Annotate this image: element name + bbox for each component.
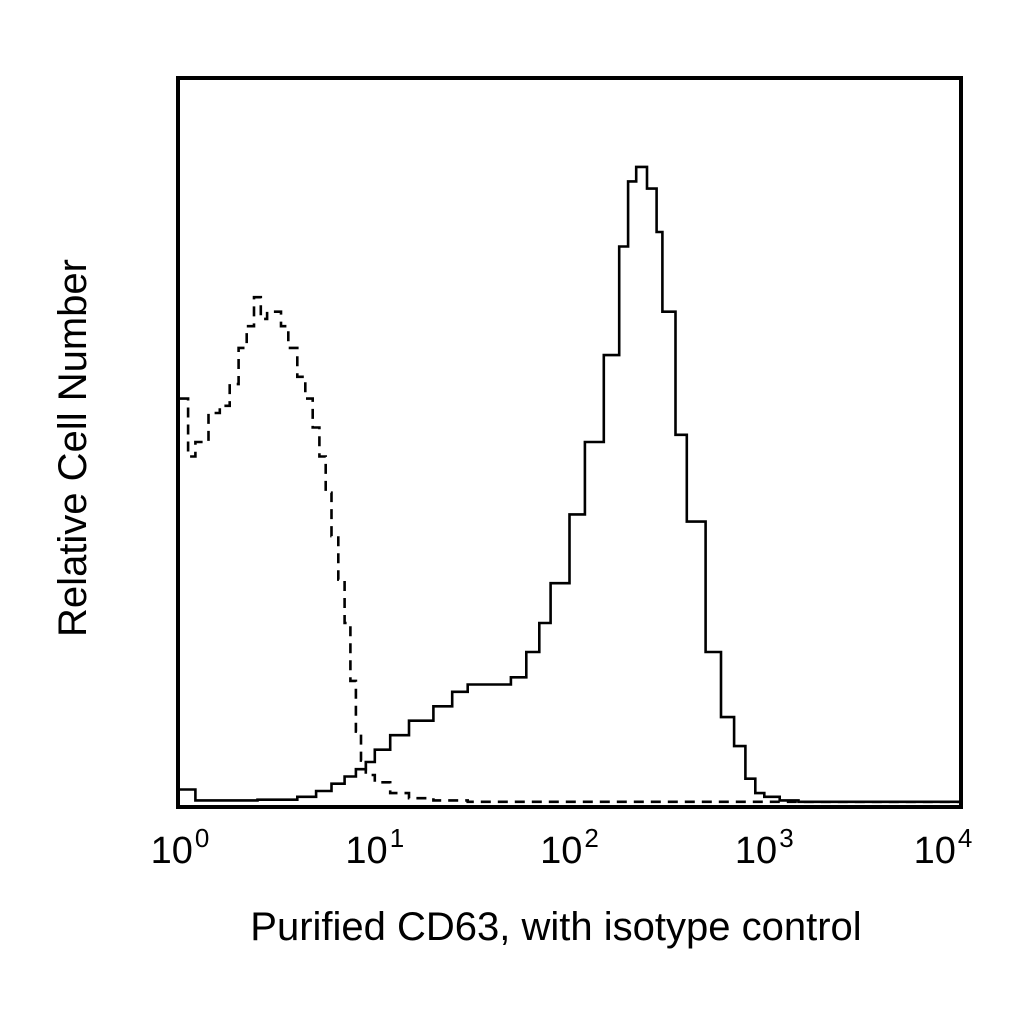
x-tick-label: 103 bbox=[735, 823, 794, 872]
cd63-histogram-line bbox=[180, 165, 959, 804]
x-tick-label: 100 bbox=[151, 823, 210, 872]
x-tick-base: 10 bbox=[345, 830, 387, 872]
isotype-control-histogram-line bbox=[180, 295, 959, 804]
x-tick-label: 104 bbox=[914, 823, 973, 872]
x-tick-exponent: 3 bbox=[779, 823, 793, 853]
x-tick-exponent: 4 bbox=[958, 823, 972, 853]
x-axis-label: Purified CD63, with isotype control bbox=[250, 905, 861, 949]
x-tick-exponent: 0 bbox=[195, 823, 209, 853]
x-tick-label: 102 bbox=[540, 823, 599, 872]
x-tick-base: 10 bbox=[151, 830, 193, 872]
x-tick-exponent: 2 bbox=[584, 823, 598, 853]
x-tick-labels: 100 101 102 103 104 bbox=[151, 823, 973, 872]
x-tick-label: 101 bbox=[345, 823, 404, 872]
x-tick-base: 10 bbox=[540, 830, 582, 872]
x-tick-exponent: 1 bbox=[390, 823, 404, 853]
plot-frame bbox=[176, 76, 963, 809]
series-layer bbox=[180, 165, 959, 804]
y-axis-label: Relative Cell Number bbox=[51, 259, 95, 637]
x-tick-base: 10 bbox=[735, 830, 777, 872]
x-tick-base: 10 bbox=[914, 830, 956, 872]
